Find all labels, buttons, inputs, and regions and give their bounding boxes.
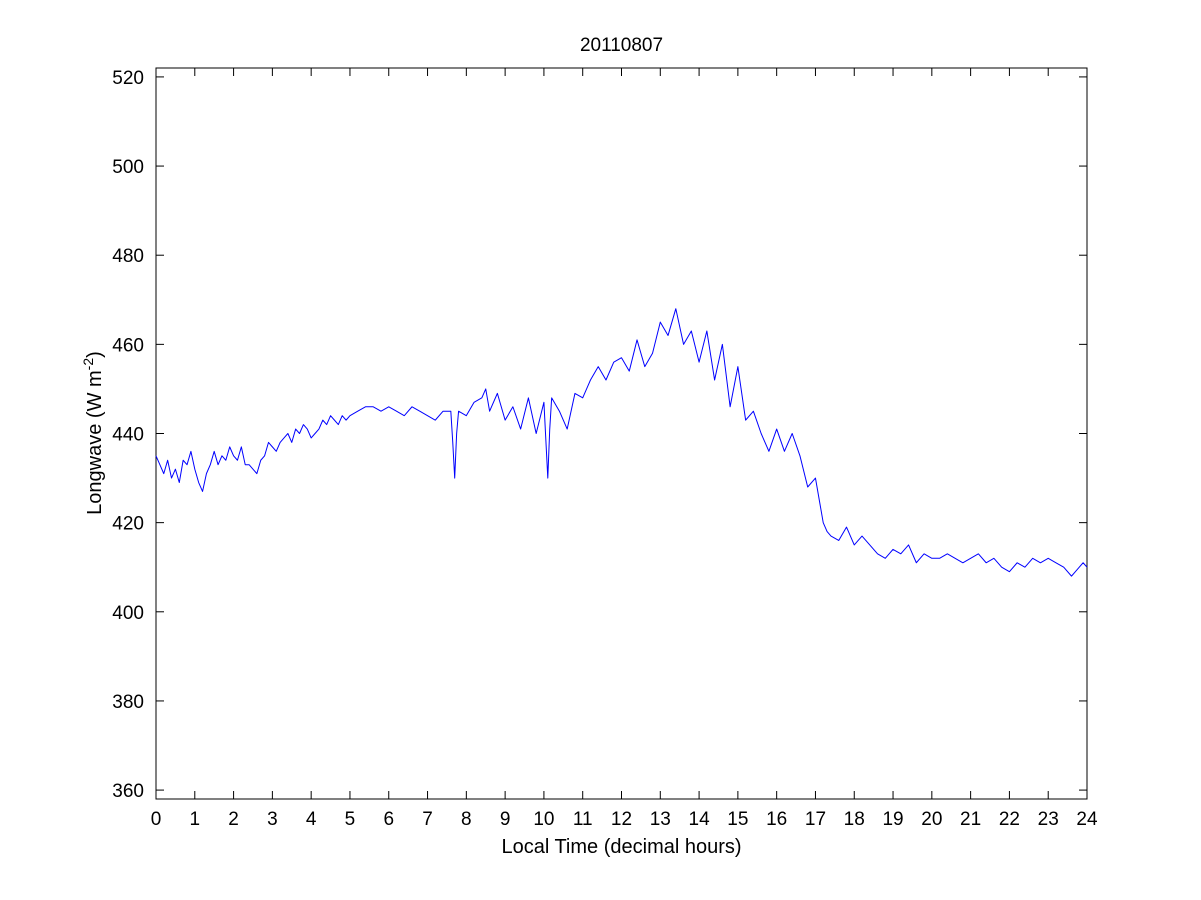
x-tick-label: 17 xyxy=(805,809,826,830)
x-tick-label: 19 xyxy=(882,809,903,830)
plot-frame xyxy=(155,67,1088,800)
x-tick-labels: 0 1 2 3 4 5 6 7 8 9 10 11 12 13 14 15 16 17 18 19 20 21 22 23 24 xyxy=(151,809,1098,830)
y-axis-label: Longwave (W m-2) xyxy=(80,351,106,515)
y-tick-label: 360 xyxy=(112,781,144,802)
x-tick-label: 18 xyxy=(844,809,865,830)
x-tick-label: 6 xyxy=(383,809,394,830)
x-axis-label: Local Time (decimal hours) xyxy=(501,836,741,858)
x-tick-label: 12 xyxy=(611,809,632,830)
y-tick-label: 380 xyxy=(112,692,144,713)
y-tick-label: 440 xyxy=(112,425,144,446)
y-axis-label-superscript: -2 xyxy=(80,358,96,371)
x-tick-label: 13 xyxy=(650,809,671,830)
y-axis-label-close: ) xyxy=(84,351,106,358)
y-axis-label-main: Longwave (W m xyxy=(84,370,106,515)
x-tick-label: 0 xyxy=(151,809,162,830)
x-tick-label: 4 xyxy=(306,809,317,830)
x-tick-label: 22 xyxy=(999,809,1020,830)
x-tick-label: 11 xyxy=(573,809,593,830)
x-tick-label: 15 xyxy=(727,809,748,830)
y-tick-label: 420 xyxy=(112,514,144,535)
x-tick-label: 8 xyxy=(461,809,472,830)
x-tick-label: 14 xyxy=(689,809,711,830)
chart-title: 20110807 xyxy=(580,35,663,56)
y-tick-label: 500 xyxy=(112,157,144,178)
x-tick-label: 16 xyxy=(766,809,787,830)
ticks-group xyxy=(155,68,1088,799)
x-tick-label: 5 xyxy=(345,809,356,830)
x-tick-label: 21 xyxy=(960,809,981,830)
x-tick-label: 7 xyxy=(422,809,433,830)
y-tick-label: 520 xyxy=(112,68,144,89)
x-tick-label: 1 xyxy=(190,809,201,830)
x-tick-label: 23 xyxy=(1038,809,1059,830)
x-tick-label: 10 xyxy=(533,809,554,830)
y-tick-label: 400 xyxy=(112,603,144,624)
y-tick-label: 460 xyxy=(112,335,144,356)
x-tick-label: 2 xyxy=(228,809,239,830)
x-tick-label: 20 xyxy=(921,809,942,830)
x-tick-label: 24 xyxy=(1076,809,1098,830)
series-line-longwave xyxy=(155,308,1088,577)
x-tick-label: 9 xyxy=(500,809,511,830)
y-tick-labels: 360 380 400 420 440 460 480 500 520 xyxy=(112,68,144,802)
x-tick-label: 3 xyxy=(267,809,278,830)
y-tick-label: 480 xyxy=(112,246,144,267)
